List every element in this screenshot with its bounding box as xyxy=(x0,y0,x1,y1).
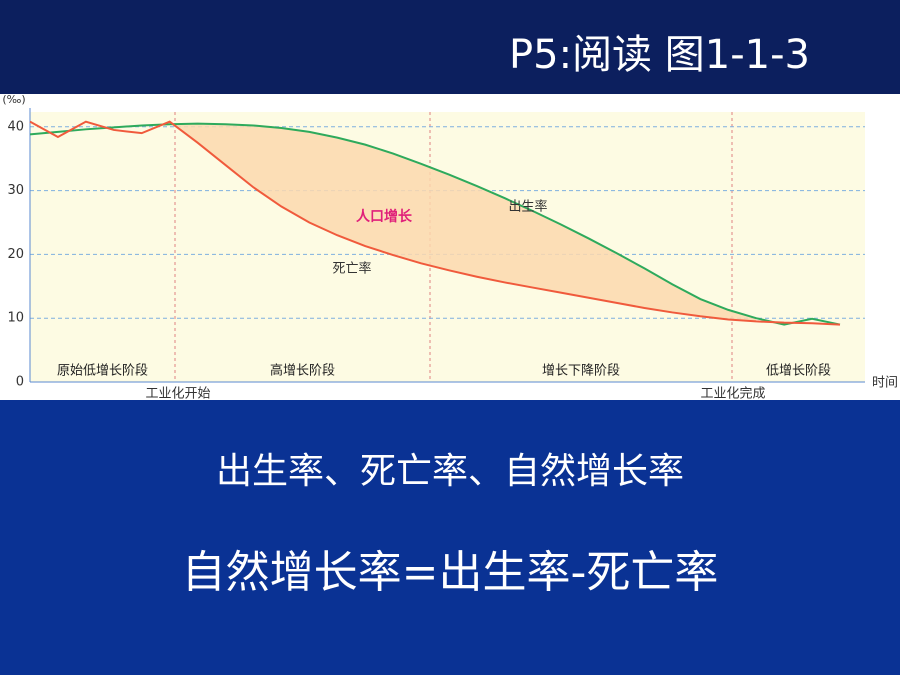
series-label: 死亡率 xyxy=(332,261,371,277)
series-label: 出生率 xyxy=(508,199,547,215)
y-axis-label: (‰) xyxy=(2,94,25,106)
stage-label: 原始低增长阶段 xyxy=(57,364,148,379)
body: 出生率、死亡率、自然增长率 自然增长率=出生率-死亡率 xyxy=(0,400,900,675)
header-bar: P5:阅读 图1-1-3 xyxy=(0,0,900,94)
stage-label: 增长下降阶段 xyxy=(542,364,620,379)
chart: 原始低增长阶段 高增长阶段 增长下降阶段 低增长阶段 0 10 20 30 40 (‰) 时间工业化… xyxy=(2,94,898,401)
annotation: 工业化完成 xyxy=(700,387,765,401)
stage-label: 低增长阶段 xyxy=(766,364,831,379)
y-tick-label: 0 xyxy=(16,375,24,390)
growth-area xyxy=(169,121,757,322)
y-tick-label: 40 xyxy=(7,119,24,134)
area-label: 人口增长 xyxy=(356,208,413,225)
y-tick-label: 10 xyxy=(7,311,24,326)
stage-label: 高增长阶段 xyxy=(270,363,335,379)
body-line: 自然增长率=出生率-死亡率 xyxy=(181,547,719,598)
slide-title: P5:阅读 图1-1-3 xyxy=(509,32,810,78)
body-line: 出生率、死亡率、自然增长率 xyxy=(215,451,684,492)
y-tick-label: 30 xyxy=(7,183,24,198)
series-line xyxy=(29,120,841,326)
annotation: 工业化开始 xyxy=(145,387,210,401)
y-tick-label: 20 xyxy=(7,247,24,262)
x-axis-label: 时间 xyxy=(872,376,898,391)
